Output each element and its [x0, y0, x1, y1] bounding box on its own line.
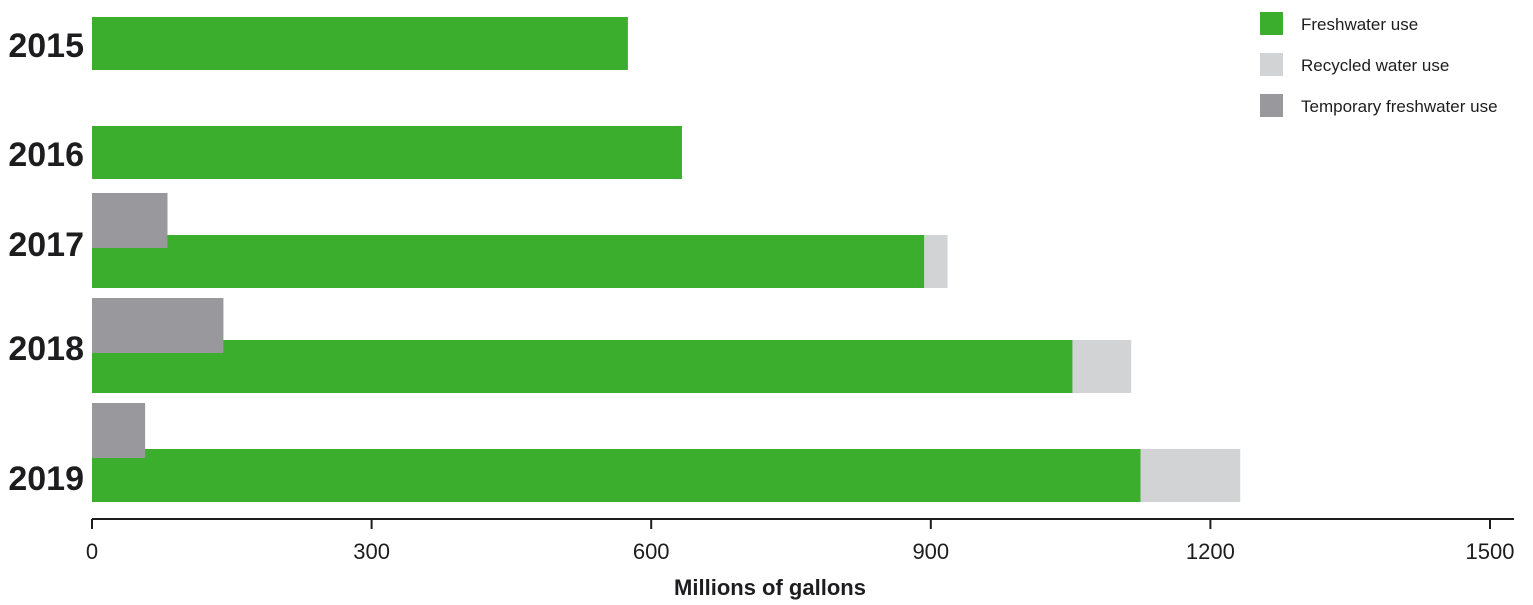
bar-temporary-2019: [92, 403, 146, 458]
legend-swatch-temporary-freshwater-use: [1260, 94, 1283, 117]
bar-freshwater-2018: [92, 340, 1073, 393]
bars-layer: [92, 17, 1241, 502]
bar-freshwater-2019: [92, 449, 1141, 502]
x-tick-label-0: 0: [86, 539, 98, 564]
x-axis-ticks: 0 300 600 900 1200 1500: [86, 519, 1515, 564]
year-label-2015: 2015: [8, 27, 84, 65]
year-label-2017: 2017: [8, 226, 84, 264]
x-tick-label-1500: 1500: [1466, 539, 1515, 564]
bar-temporary-2017: [92, 193, 168, 248]
bar-temporary-2018: [92, 298, 224, 353]
legend-swatch-recycled-water-use: [1260, 53, 1283, 76]
bar-recycled-2017: [924, 235, 948, 288]
x-tick-label-300: 300: [353, 539, 390, 564]
year-label-2019: 2019: [8, 460, 84, 498]
bar-recycled-2018: [1072, 340, 1132, 393]
legend: Freshwater use Recycled water use Temporar…: [1260, 12, 1498, 117]
year-labels: 2015 2016 2017 2018 2019: [8, 27, 84, 498]
legend-label-freshwater-use: Freshwater use: [1301, 15, 1418, 34]
bar-freshwater-2016: [92, 126, 682, 179]
legend-swatch-freshwater-use: [1260, 12, 1283, 35]
x-axis-title: Millions of gallons: [674, 575, 866, 600]
year-label-2016: 2016: [8, 136, 84, 174]
bar-freshwater-2015: [92, 17, 628, 70]
x-tick-label-900: 900: [912, 539, 949, 564]
x-tick-label-600: 600: [633, 539, 670, 564]
bar-recycled-2019: [1140, 449, 1241, 502]
year-label-2018: 2018: [8, 330, 84, 368]
legend-label-recycled-water-use: Recycled water use: [1301, 56, 1449, 75]
x-tick-label-1200: 1200: [1186, 539, 1235, 564]
legend-label-temporary-freshwater-use: Temporary freshwater use: [1301, 97, 1498, 116]
bar-freshwater-2017: [92, 235, 925, 288]
